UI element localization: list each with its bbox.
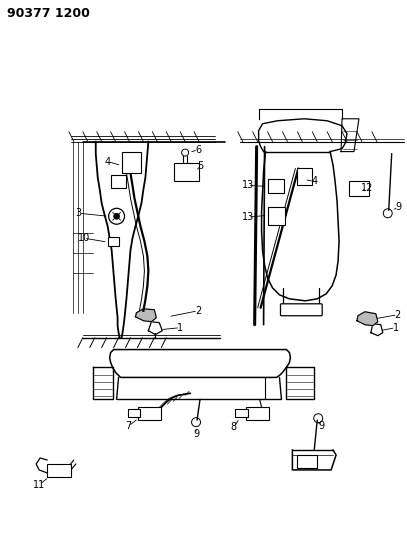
Text: 11: 11 <box>33 480 45 490</box>
Text: 9: 9 <box>396 203 402 212</box>
FancyBboxPatch shape <box>280 304 322 316</box>
Text: 2: 2 <box>394 310 401 320</box>
Text: 7: 7 <box>125 421 131 431</box>
FancyBboxPatch shape <box>174 163 199 181</box>
FancyBboxPatch shape <box>127 409 140 417</box>
FancyBboxPatch shape <box>267 207 285 225</box>
Text: 13: 13 <box>242 181 254 190</box>
Text: 12: 12 <box>361 183 373 193</box>
FancyBboxPatch shape <box>246 407 269 420</box>
Text: 3: 3 <box>76 208 82 219</box>
FancyBboxPatch shape <box>47 464 71 477</box>
Text: 1: 1 <box>393 322 399 333</box>
Circle shape <box>114 213 120 219</box>
FancyBboxPatch shape <box>267 180 284 193</box>
Text: 9: 9 <box>193 429 199 439</box>
FancyBboxPatch shape <box>122 151 141 173</box>
FancyBboxPatch shape <box>108 237 118 246</box>
Text: 6: 6 <box>195 144 201 155</box>
Text: 2: 2 <box>195 306 201 316</box>
Text: 13: 13 <box>242 212 254 222</box>
FancyBboxPatch shape <box>298 167 312 185</box>
Text: 10: 10 <box>78 233 90 243</box>
Text: 1: 1 <box>177 322 183 333</box>
FancyBboxPatch shape <box>349 181 369 196</box>
Text: 8: 8 <box>231 422 237 432</box>
Polygon shape <box>357 312 378 326</box>
Polygon shape <box>136 309 156 322</box>
Text: 90377 1200: 90377 1200 <box>7 7 90 20</box>
Text: 4: 4 <box>311 176 317 187</box>
FancyBboxPatch shape <box>111 175 125 188</box>
FancyBboxPatch shape <box>138 407 161 420</box>
FancyBboxPatch shape <box>235 409 248 417</box>
Text: 9: 9 <box>318 421 324 431</box>
FancyBboxPatch shape <box>298 455 317 468</box>
Text: 4: 4 <box>105 157 111 166</box>
Text: 5: 5 <box>197 160 203 171</box>
